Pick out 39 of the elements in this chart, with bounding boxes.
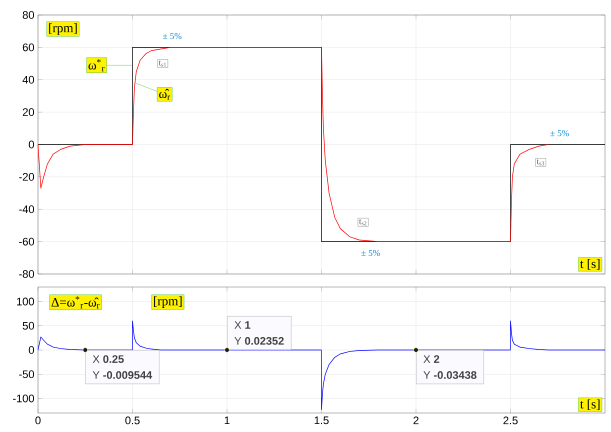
y-tick-label: -100: [13, 394, 34, 402]
annotation: Δ=ω$^{*}$$_{r}$-ω̂$_{r}$: [52, 296, 100, 308]
text: ω$^{*}$r: [88, 59, 105, 72]
annotation: Y 0.02352: [234, 337, 284, 345]
x-tick-label: 0.5: [125, 416, 140, 424]
y-tick-label: 60: [22, 44, 34, 52]
x-tick-label: 1: [224, 416, 230, 424]
y-tick-label: -20: [19, 173, 34, 181]
y-tick-label: -50: [19, 370, 34, 378]
y-tick-label: 0: [28, 140, 34, 148]
annotation: X 1: [234, 321, 250, 329]
annotation: X 2: [423, 355, 440, 363]
annotation: ± 5%: [550, 130, 569, 136]
series-label: ω̂$_{r}$: [159, 88, 170, 100]
annotation: t$_{s1}$: [158, 60, 166, 67]
y-tick-label: 0: [28, 346, 34, 354]
y-tick-label: 100: [17, 298, 34, 306]
x-tick-label: 1.5: [314, 416, 329, 424]
x-tick-label: 2: [414, 416, 419, 424]
annotation: Y -0.009544: [92, 371, 152, 379]
x-tick-label: 2.5: [503, 416, 518, 424]
annotation: ± 5%: [163, 33, 182, 40]
x-tick-label: 0: [35, 416, 41, 424]
annotation: [rpm]: [49, 23, 77, 35]
y-tick-label: 40: [22, 76, 34, 84]
y-tick-label: -60: [19, 238, 34, 246]
annotation: t$_{s2}$: [359, 219, 366, 226]
x-axis-title: t [s]: [580, 399, 600, 410]
y-tick-label: 20: [22, 108, 34, 116]
y-tick-label: 50: [22, 322, 34, 330]
y-tick-label: -40: [19, 205, 34, 214]
annotation: t$_{s3}$: [536, 159, 544, 166]
y-tick-label: -80: [19, 270, 34, 278]
annotation: Y -0.03438: [423, 371, 476, 379]
annotation: [rpm]: [154, 296, 182, 308]
x-axis-title: t [s]: [580, 259, 600, 270]
y-tick-label: 80: [22, 11, 34, 19]
annotation: ± 5%: [361, 250, 380, 256]
annotation: X 0.25: [92, 355, 124, 363]
